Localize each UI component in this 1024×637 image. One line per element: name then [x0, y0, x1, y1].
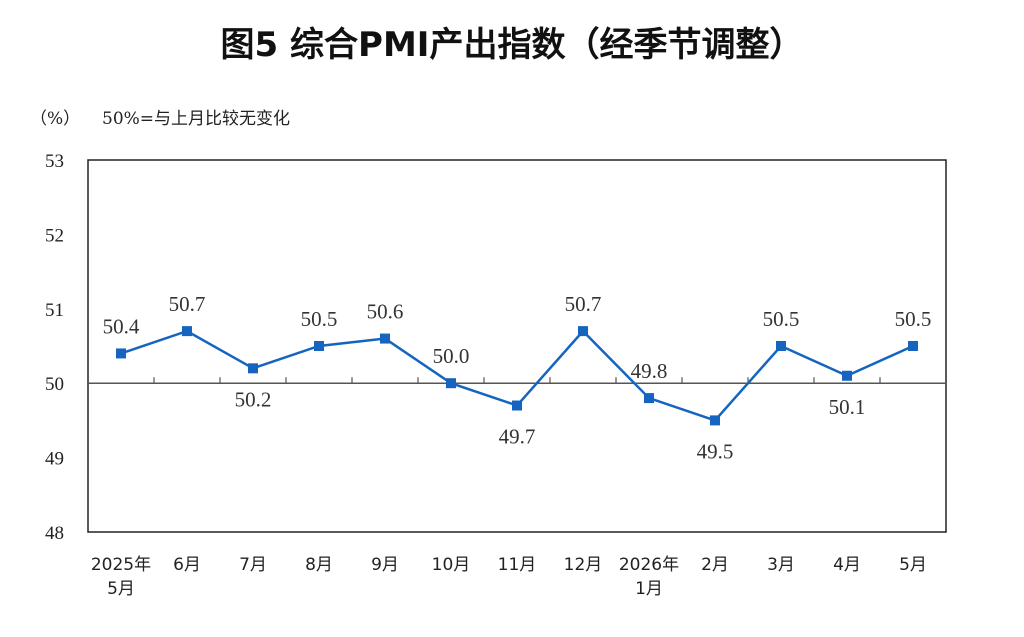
data-label: 49.8 — [631, 359, 668, 383]
data-label: 49.7 — [499, 425, 536, 449]
data-points — [116, 326, 918, 426]
data-label: 50.4 — [103, 314, 140, 338]
data-point — [314, 341, 324, 351]
data-label: 50.6 — [367, 300, 404, 324]
data-point — [248, 363, 258, 374]
data-point — [908, 341, 918, 351]
data-point — [578, 326, 588, 337]
data-label: 49.5 — [697, 439, 734, 463]
y-axis: 53 52 51 50 49 48 — [45, 151, 64, 544]
x-tick-label: 12月 — [564, 555, 603, 575]
data-point — [644, 393, 654, 404]
x-tick-label: 5月 — [107, 579, 135, 599]
data-label: 50.2 — [235, 387, 272, 411]
y-tick-label: 49 — [45, 449, 64, 470]
data-label: 50.7 — [169, 292, 206, 316]
reference-note: 50%=与上月比较无变化 — [102, 109, 290, 129]
data-label: 50.5 — [763, 307, 800, 331]
x-tick-label: 11月 — [498, 555, 537, 575]
y-tick-label: 53 — [45, 151, 64, 172]
chart-title: 图5 综合PMI产出指数（经季节调整） — [221, 25, 804, 65]
x-tick-label: 2026年 — [619, 555, 679, 575]
x-tick-label: 8月 — [305, 555, 333, 575]
x-tick-label: 9月 — [371, 555, 399, 575]
data-label: 50.5 — [301, 307, 338, 331]
data-point — [116, 348, 126, 359]
data-labels: 50.4 50.7 50.2 50.5 50.6 50.0 49.7 50.7 49.8 49.5… — [103, 292, 932, 463]
x-tick-label: 7月 — [239, 555, 267, 575]
data-label: 50.1 — [829, 395, 866, 419]
data-point — [710, 415, 720, 426]
data-point — [842, 370, 852, 381]
x-tick-label: 2025年 — [91, 555, 151, 575]
data-point — [446, 378, 456, 389]
data-point — [182, 326, 192, 337]
x-tick-label: 6月 — [173, 555, 201, 575]
data-label: 50.5 — [895, 307, 932, 331]
y-tick-label: 52 — [45, 225, 64, 246]
x-axis: 2025年 5月 6月 7月 8月 9月 10月 11月 12月 2026年 1月 2月 3月 4月 5月 — [91, 377, 927, 599]
x-tick-label: 5月 — [899, 555, 927, 575]
x-tick-label: 4月 — [833, 555, 861, 575]
data-point — [380, 333, 390, 344]
data-label: 50.0 — [433, 344, 470, 368]
unit-label: （%） — [30, 109, 80, 129]
x-tick-label: 2月 — [701, 555, 729, 575]
x-tick-label: 3月 — [767, 555, 795, 575]
y-tick-label: 48 — [45, 523, 64, 544]
x-tick-label: 1月 — [635, 579, 663, 599]
data-point — [512, 400, 522, 411]
data-point — [776, 341, 786, 351]
plot-frame — [87, 159, 947, 533]
data-label: 50.7 — [565, 292, 602, 316]
y-tick-label: 50 — [45, 374, 64, 395]
y-tick-label: 51 — [45, 300, 64, 321]
x-tick-label: 10月 — [432, 555, 471, 575]
